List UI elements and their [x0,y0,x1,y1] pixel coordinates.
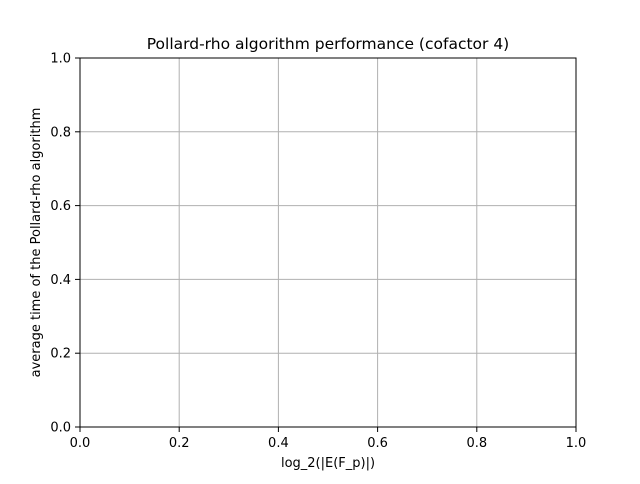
x-axis-label: log_2(|E(F_p)|) [281,456,375,471]
y-tick-label-5: 1.0 [50,52,71,67]
chart-title: Pollard-rho algorithm performance (cofac… [147,35,509,53]
x-tick-label-4: 0.8 [466,436,487,451]
grid-layer [79,57,577,428]
x-tick-label-5: 1.0 [566,436,587,451]
x-tick-label-3: 0.6 [367,436,388,451]
x-tick-label-2: 0.4 [268,436,289,451]
y-tick-label-4: 0.8 [50,125,71,140]
y-tick-label-1: 0.2 [50,347,71,362]
tick-layer: 0.0 0.2 0.4 0.6 0.8 1.0 0.0 0.2 0.4 0.6 0.8 1.0 [50,52,586,452]
y-tick-label-3: 0.6 [50,199,71,214]
x-tick-label-0: 0.0 [70,436,91,451]
y-axis-label: average time of the Pollard-rho algorith… [29,108,44,378]
y-tick-label-2: 0.4 [50,273,71,288]
axes-background [80,58,576,427]
axes-frame [79,57,577,428]
y-tick-label-0: 0.0 [50,421,71,436]
x-tick-label-1: 0.2 [169,436,190,451]
